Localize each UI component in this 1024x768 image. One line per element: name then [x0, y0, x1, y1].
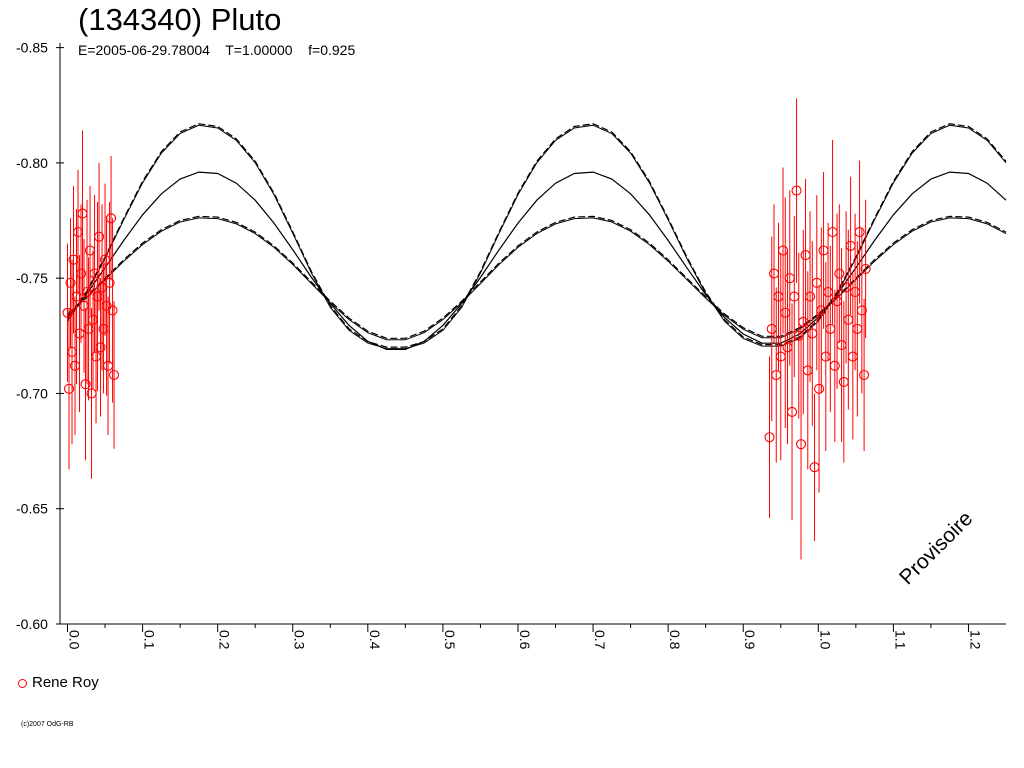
x-tick-label: 0.4	[367, 630, 383, 650]
data-point	[75, 268, 87, 279]
data-point	[81, 286, 93, 298]
y-tick-label: -0.65	[16, 501, 48, 517]
axes: -0.85 -0.80 -0.75 -0.70 -0.65 -0.60 0.0 0.1 0.2 0…	[16, 40, 1006, 650]
data-point	[95, 342, 106, 353]
data-point	[829, 360, 840, 371]
fit-curve-solid	[67, 171, 1007, 350]
data-point	[786, 406, 798, 417]
data-point	[859, 369, 870, 381]
x-tick-label: 0.9	[742, 630, 758, 650]
x-tick-label: 0.1	[142, 630, 158, 650]
data-point	[106, 213, 117, 224]
copyright-note: (c)2007 OdG-RB	[21, 721, 74, 728]
y-tick-label: -0.60	[16, 616, 48, 632]
legend: Rene Roy	[18, 674, 99, 692]
legend-marker-icon	[18, 678, 27, 688]
data-point	[804, 291, 816, 302]
x-tick-label: 0.2	[217, 630, 233, 650]
data-point	[107, 305, 118, 316]
x-tick-label: 0.6	[517, 630, 533, 650]
x-tick-label: 0.7	[592, 630, 608, 650]
chart-title: (134340) Pluto	[78, 2, 282, 37]
data-point	[764, 432, 775, 443]
x-tick-label: 0.8	[667, 630, 683, 650]
data-point	[834, 268, 845, 279]
data-point	[104, 277, 115, 288]
y-tick-label: -0.75	[16, 270, 48, 286]
y-tick-label: -0.85	[16, 40, 48, 56]
data-point	[80, 379, 91, 390]
x-tick-label: 0.3	[292, 630, 308, 650]
x-tick-label: 1.2	[967, 630, 983, 650]
data-point	[63, 383, 75, 394]
data-point	[791, 185, 802, 196]
chart-subtitle: E=2005-06-29.78004 T=1.00000 f=0.925	[78, 42, 356, 58]
data-point	[109, 369, 120, 381]
x-tick-label: 0.5	[442, 630, 458, 650]
data-point	[814, 383, 825, 394]
data-point	[856, 305, 867, 316]
y-tick-label: -0.70	[16, 385, 48, 401]
data-point	[93, 231, 105, 242]
y-tick-label: -0.80	[16, 155, 48, 171]
x-tick-label: 1.0	[817, 630, 833, 650]
fit-curves	[67, 123, 1007, 350]
fit-curve-dashed	[67, 123, 1007, 348]
data-point	[854, 227, 865, 238]
data-point	[860, 263, 871, 274]
data-point	[795, 439, 807, 450]
fit-curve-envelope	[67, 124, 1007, 350]
legend-label: Rene Roy	[32, 674, 99, 691]
x-tick-label: 0.0	[67, 630, 83, 650]
x-tick-label: 1.1	[892, 630, 908, 650]
data-points	[62, 98, 871, 560]
data-point	[65, 277, 76, 288]
fit-curve-envelope	[67, 217, 1007, 341]
